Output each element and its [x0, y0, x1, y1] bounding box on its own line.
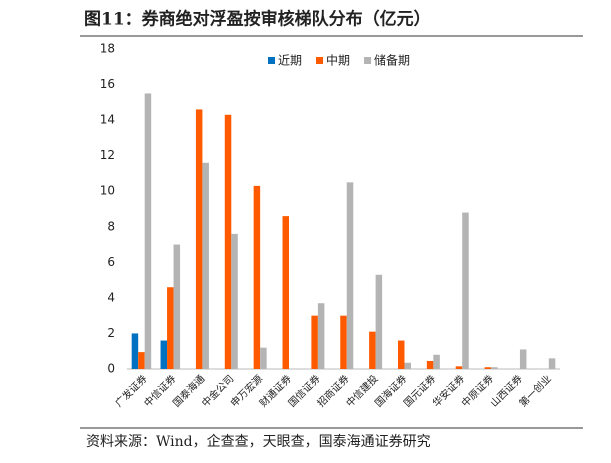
y-tick-label: 10: [100, 184, 115, 198]
legend-label: 中期: [326, 53, 350, 68]
bar: [311, 315, 318, 369]
source: 资料来源：Wind，企查查，天眼查，国泰海通证券研究: [86, 433, 431, 450]
bar: [195, 109, 203, 369]
y-tick-label: 12: [100, 148, 115, 162]
bar: [138, 352, 145, 369]
legend-label: 近期: [278, 54, 302, 68]
legend-swatch: [364, 57, 372, 64]
bar: [231, 233, 238, 369]
bar: [224, 114, 232, 370]
y-tick-label: 0: [107, 362, 115, 376]
bar: [160, 340, 168, 369]
y-tick-label: 14: [100, 113, 115, 127]
bar: [404, 362, 411, 369]
bar: [369, 331, 376, 369]
bar: [340, 315, 347, 369]
y-tick-label: 2: [107, 326, 115, 340]
x-tick-label: 第一创业: [516, 372, 553, 409]
bar: [426, 361, 434, 369]
bar: [484, 367, 492, 369]
y-tick-label: 6: [107, 255, 115, 269]
bar: [260, 347, 267, 369]
bar: [144, 93, 152, 369]
bar: [375, 274, 383, 369]
bar: [317, 303, 325, 369]
y-tick-label: 16: [100, 77, 115, 91]
bar: [491, 367, 498, 369]
legend-swatch: [316, 57, 324, 64]
bar: [282, 216, 290, 369]
bar: [397, 340, 405, 369]
bar: [131, 333, 139, 369]
bar: [433, 354, 440, 369]
bar: [548, 358, 556, 369]
bar: [173, 244, 181, 369]
bar: [519, 349, 527, 369]
y-tick-label: 8: [107, 219, 115, 233]
bar: [202, 162, 209, 369]
y-tick-label: 4: [107, 290, 115, 304]
chart-title: 图11：券商绝对浮盈按审核梯队分布（亿元）: [84, 9, 431, 30]
bar: [167, 287, 174, 369]
y-tick-label: 18: [100, 42, 115, 56]
bar: [455, 366, 463, 369]
legend-label: 储备期: [374, 53, 410, 68]
legend-swatch: [268, 57, 275, 64]
bar: [346, 182, 354, 369]
bar: [462, 212, 469, 369]
bar: [253, 185, 261, 369]
